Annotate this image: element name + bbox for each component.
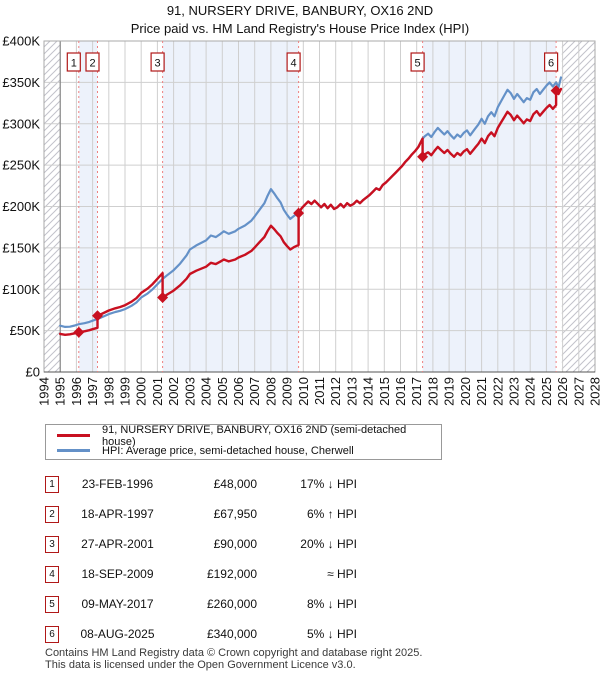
sale-date: 18-APR-1997 <box>81 507 154 521</box>
svg-text:£50K: £50K <box>10 323 41 338</box>
svg-text:2021: 2021 <box>474 377 489 406</box>
svg-text:£300K: £300K <box>2 116 40 131</box>
legend-label-price: 91, NURSERY DRIVE, BANBURY, OX16 2ND (se… <box>102 423 407 448</box>
svg-text:5: 5 <box>415 58 421 70</box>
svg-text:2026: 2026 <box>555 377 570 406</box>
sale-date: 08-AUG-2025 <box>80 627 155 641</box>
sale-number-badge: 2 <box>45 506 59 523</box>
svg-text:2017: 2017 <box>409 377 424 406</box>
sale-row: 2 18-APR-1997 £67,950 6% ↑ HPI <box>0 506 600 526</box>
sale-row: 4 18-SEP-2009 £192,000 ≈ HPI <box>0 566 600 586</box>
page-title: 91, NURSERY DRIVE, BANBURY, OX16 2ND <box>166 3 434 18</box>
svg-text:2022: 2022 <box>490 377 505 406</box>
svg-text:2015: 2015 <box>377 377 392 406</box>
licence-line1: Contains HM Land Registry data © Crown c… <box>45 647 423 659</box>
legend-item-price: 91, NURSERY DRIVE, BANBURY, OX16 2ND (se… <box>57 424 441 448</box>
svg-text:£200K: £200K <box>2 199 40 214</box>
sale-date: 09-MAY-2017 <box>81 597 154 611</box>
svg-text:£400K: £400K <box>2 34 40 49</box>
sale-vs-hpi: ≈ HPI <box>327 567 357 581</box>
sale-price: £260,000 <box>206 597 257 611</box>
svg-text:2020: 2020 <box>458 377 473 406</box>
sale-price: £90,000 <box>213 537 257 551</box>
svg-text:£350K: £350K <box>2 75 40 90</box>
svg-text:2005: 2005 <box>215 377 230 406</box>
sale-number-badge: 3 <box>45 536 59 553</box>
svg-text:2004: 2004 <box>199 377 214 406</box>
svg-text:2012: 2012 <box>328 377 343 406</box>
svg-text:3: 3 <box>155 58 161 70</box>
svg-text:£250K: £250K <box>2 158 40 173</box>
svg-text:2018: 2018 <box>425 377 440 406</box>
svg-text:2023: 2023 <box>507 377 522 406</box>
svg-text:2028: 2028 <box>588 377 600 406</box>
svg-text:2001: 2001 <box>150 377 165 406</box>
svg-text:2007: 2007 <box>247 377 262 406</box>
svg-text:2009: 2009 <box>280 377 295 406</box>
sale-row: 3 27-APR-2001 £90,000 20% ↓ HPI <box>0 536 600 556</box>
sale-markers <box>73 85 562 338</box>
svg-text:2006: 2006 <box>231 377 246 406</box>
svg-text:2013: 2013 <box>344 377 359 406</box>
hpi-line-swatch <box>57 449 90 452</box>
svg-text:2: 2 <box>89 58 95 70</box>
sale-number-badge: 6 <box>45 626 59 643</box>
svg-text:6: 6 <box>548 58 554 70</box>
sale-price: £192,000 <box>206 567 257 581</box>
svg-text:1999: 1999 <box>118 377 133 406</box>
sale-date: 23-FEB-1996 <box>81 477 154 491</box>
svg-text:2008: 2008 <box>263 377 278 406</box>
sale-number-badge: 1 <box>45 476 59 493</box>
svg-text:2019: 2019 <box>442 377 457 406</box>
svg-text:1998: 1998 <box>101 377 116 406</box>
svg-text:£100K: £100K <box>2 282 40 297</box>
legend-item-hpi: HPI: Average price, semi-detached house,… <box>57 443 441 458</box>
sale-vs-hpi: 8% ↓ HPI <box>306 597 357 611</box>
sale-vs-hpi: 20% ↓ HPI <box>300 537 357 551</box>
svg-text:2024: 2024 <box>523 377 538 406</box>
svg-text:2003: 2003 <box>182 377 197 406</box>
svg-text:2025: 2025 <box>539 377 554 406</box>
sale-vs-hpi: 17% ↓ HPI <box>300 477 357 491</box>
svg-text:2011: 2011 <box>312 377 327 405</box>
svg-text:1997: 1997 <box>85 377 100 406</box>
sale-number-badge: 5 <box>45 596 59 613</box>
legend-label-hpi: HPI: Average price, semi-detached house,… <box>102 444 354 457</box>
y-axis-labels: £0 £50K £100K £150K £200K £250K £300K £350K £400… <box>2 34 40 380</box>
svg-text:£150K: £150K <box>2 240 40 255</box>
svg-text:2027: 2027 <box>571 377 586 406</box>
sale-row: 6 08-AUG-2025 £340,000 5% ↓ HPI <box>0 626 600 646</box>
svg-text:2010: 2010 <box>296 377 311 406</box>
sale-date: 18-SEP-2009 <box>81 567 154 581</box>
svg-text:2014: 2014 <box>361 377 376 406</box>
svg-text:1996: 1996 <box>69 377 84 406</box>
chart-legend: 91, NURSERY DRIVE, BANBURY, OX16 2ND (se… <box>45 424 442 460</box>
sale-price: £340,000 <box>206 627 257 641</box>
svg-text:4: 4 <box>291 58 297 70</box>
sale-row: 5 09-MAY-2017 £260,000 8% ↓ HPI <box>0 596 600 616</box>
price-line-swatch <box>57 434 90 437</box>
svg-text:1: 1 <box>71 58 77 70</box>
sale-row: 1 23-FEB-1996 £48,000 17% ↓ HPI <box>0 476 600 496</box>
sale-number-badge: 4 <box>45 566 59 583</box>
svg-text:1994: 1994 <box>37 377 52 406</box>
sale-price: £67,950 <box>213 507 257 521</box>
svg-text:1995: 1995 <box>53 377 68 406</box>
svg-text:2016: 2016 <box>393 377 408 406</box>
plot-border <box>43 40 596 373</box>
licence-note: Contains HM Land Registry data © Crown c… <box>45 647 422 671</box>
licence-line2: This data is licensed under the Open Gov… <box>45 659 356 671</box>
sale-vs-hpi: 6% ↑ HPI <box>306 507 357 521</box>
sale-vs-hpi: 5% ↓ HPI <box>306 627 357 641</box>
svg-text:£0: £0 <box>26 365 40 380</box>
sale-date: 27-APR-2001 <box>81 537 154 551</box>
x-axis-labels: 1994 1995 1996 1997 1998 1999 2000 2001 2002 2003… <box>37 377 600 406</box>
page-subtitle: Price paid vs. HM Land Registry's House … <box>130 21 470 36</box>
sale-price: £48,000 <box>213 477 257 491</box>
svg-text:2002: 2002 <box>166 377 181 406</box>
svg-text:2000: 2000 <box>134 377 149 406</box>
